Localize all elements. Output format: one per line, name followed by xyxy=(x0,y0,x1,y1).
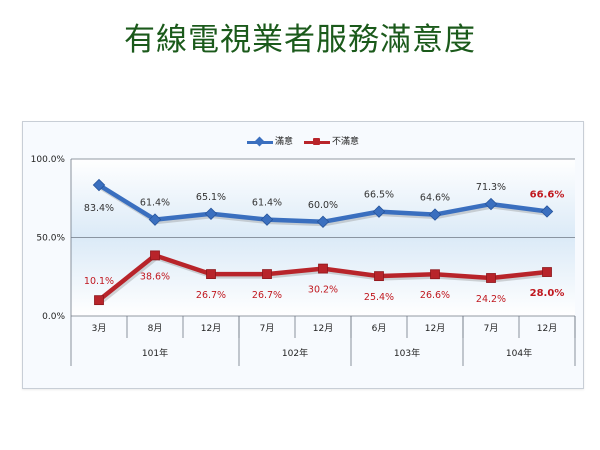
y-tick-label: 0.0% xyxy=(42,312,65,322)
data-label-dissatisfied: 38.6% xyxy=(140,271,170,282)
line-chart: 0.0% 50.0% 100.0% 3月 8月 12月 7月 12月 6月 12月 7月 12月 101… xyxy=(31,155,576,366)
x-tick-label: 12月 xyxy=(537,323,557,334)
data-label-satisfied: 60.0% xyxy=(308,200,338,211)
data-label-satisfied: 64.6% xyxy=(420,193,450,204)
data-point-satisfied xyxy=(484,197,498,211)
year-group-label: 102年 xyxy=(282,347,308,359)
data-label-dissatisfied: 24.2% xyxy=(476,294,506,305)
legend-swatch-satisfied xyxy=(247,136,274,147)
year-group-label: 103年 xyxy=(394,347,420,359)
legend-item-satisfied: 滿意 xyxy=(247,134,293,147)
data-label-dissatisfied: 30.2% xyxy=(308,285,338,296)
data-label-satisfied: 61.4% xyxy=(252,198,282,209)
data-point-satisfied xyxy=(204,207,218,221)
data-point-dissatisfied xyxy=(206,269,216,279)
legend-label-dissatisfied: 不滿意 xyxy=(331,137,359,147)
data-point-satisfied xyxy=(540,205,554,218)
data-point-satisfied xyxy=(148,213,162,226)
data-point-dissatisfied xyxy=(430,269,440,280)
data-point-dissatisfied xyxy=(150,250,160,261)
data-label-dissatisfied: 26.7% xyxy=(252,290,282,301)
chart-container: 滿意 不滿意 0.0% 50.0% 100.0% 3月 8月 12月 7月 12月 6月 12月 7… xyxy=(22,121,584,389)
data-point-dissatisfied xyxy=(374,271,384,282)
x-tick-label: 7月 xyxy=(484,323,499,334)
x-tick-label: 12月 xyxy=(201,323,221,334)
year-group-label: 101年 xyxy=(142,347,168,359)
data-label-satisfied: 71.3% xyxy=(476,182,506,193)
data-label-dissatisfied: 26.7% xyxy=(196,290,226,301)
data-point-satisfied xyxy=(428,208,442,221)
data-point-dissatisfied xyxy=(318,263,328,274)
data-label-satisfied: 83.4% xyxy=(84,203,114,214)
data-point-satisfied xyxy=(92,178,106,192)
data-point-dissatisfied xyxy=(94,295,104,306)
data-label-satisfied: 66.5% xyxy=(364,190,394,201)
legend-item-dissatisfied: 不滿意 xyxy=(303,134,359,147)
legend-label-satisfied: 滿意 xyxy=(275,137,294,147)
x-tick-label: 12月 xyxy=(313,323,333,334)
data-point-dissatisfied xyxy=(262,269,272,279)
x-tick-label: 6月 xyxy=(372,323,387,334)
year-group-label: 104年 xyxy=(506,347,532,359)
y-tick-label: 100.0% xyxy=(31,155,66,165)
data-point-dissatisfied xyxy=(486,273,496,283)
data-label-dissatisfied: 10.1% xyxy=(84,276,114,287)
data-label-dissatisfied: 25.4% xyxy=(364,292,394,303)
x-tick-label: 8月 xyxy=(148,323,163,334)
chart-legend: 滿意 不滿意 xyxy=(23,134,583,147)
data-point-satisfied xyxy=(372,205,386,218)
data-label-satisfied: 61.4% xyxy=(140,198,170,209)
data-label-dissatisfied: 26.6% xyxy=(420,290,450,301)
data-label-satisfied: 66.6% xyxy=(530,189,565,200)
data-point-satisfied xyxy=(316,215,330,229)
x-tick-label: 12月 xyxy=(425,323,445,334)
data-point-dissatisfied xyxy=(542,267,552,277)
x-tick-label: 7月 xyxy=(260,323,275,334)
x-tick-label: 3月 xyxy=(92,323,107,334)
y-tick-label: 50.0% xyxy=(36,234,65,244)
legend-swatch-dissatisfied xyxy=(303,137,330,147)
slide-title: 有線電視業者服務滿意度 xyxy=(124,22,476,58)
data-label-satisfied: 65.1% xyxy=(196,192,226,203)
data-point-satisfied xyxy=(260,213,274,226)
data-label-dissatisfied: 28.0% xyxy=(530,288,565,299)
